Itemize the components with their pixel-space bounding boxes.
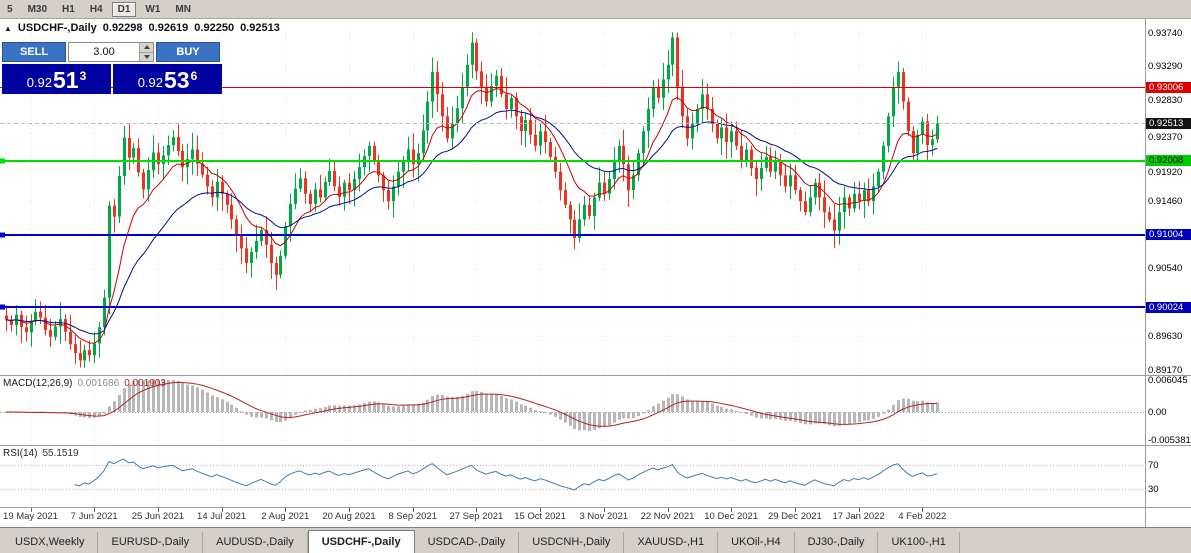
chart-tab-USDCHF-Daily[interactable]: USDCHF-,Daily [307,530,415,553]
macd-axis-label: 0.006045 [1148,374,1188,386]
volume-value[interactable]: 3.00 [93,46,115,58]
date-axis-label: 7 Jun 2021 [70,511,118,522]
macd-axis-label: -0.005381 [1148,434,1191,446]
date-axis-label: 15 Oct 2021 [514,511,566,522]
macd-signal-value: 0.001903 [124,378,166,389]
chart-tab-EURUSD-Daily[interactable]: EURUSD-,Daily [98,532,204,553]
chart-tab-AUDUSD-Daily[interactable]: AUDUSD-,Daily [203,532,308,553]
chart-tab-DJ30-Daily[interactable]: DJ30-,Daily [795,532,879,553]
macd-name: MACD(12,26,9) [3,378,73,389]
buy-price[interactable]: 0.92 53 6 [113,64,222,94]
chart-tab-XAUUSD-H1[interactable]: XAUUSD-,H1 [624,532,719,553]
price-level-badge: 0.93006 [1146,81,1191,93]
price-axis-label: 0.89630 [1148,330,1183,342]
date-axis-label: 4 Feb 2022 [898,511,947,522]
date-axis-label: 2 Aug 2021 [261,511,310,522]
buy-price-big: 53 [164,67,190,93]
price-axis-label: 0.93290 [1148,60,1183,72]
period-button-MN[interactable]: MN [175,3,191,15]
rsi-value: 55.1519 [42,448,79,459]
date-axis-label: 25 Jun 2021 [131,511,185,522]
sell-price[interactable]: 0.92 51 3 [2,64,111,94]
buy-price-sup: 6 [190,69,198,83]
sell-price-prefix: 0.92 [26,75,53,90]
date-axis-label: 3 Nov 2021 [579,511,629,522]
rsi-axis-label: 70 [1148,459,1159,471]
ohlc-open: 0.92298 [102,22,143,34]
price-axis-label: 0.91920 [1148,166,1183,178]
ohlc-close: 0.92513 [240,22,280,34]
date-axis-label: 20 Aug 2021 [322,511,376,522]
ohlc-low: 0.92250 [194,22,235,34]
date-axis-label: 14 Jul 2021 [197,511,247,522]
buy-button[interactable]: BUY [156,42,220,62]
macd-main-value: 0.001686 [77,378,120,389]
period-toolbar: 5 M30 H1 H4 D1 W1 MN [0,0,1191,19]
price-axis-label: 0.89170 [1148,364,1183,376]
date-axis-label: 8 Sep 2021 [388,511,437,522]
symbol-title: USDCHF-,Daily [17,22,97,34]
spin-up-icon[interactable] [140,43,153,53]
macd-indicator-label: MACD(12,26,9) 0.001686 0.001903 [3,378,166,389]
period-button-D1[interactable]: D1 [111,1,137,17]
date-axis-label: 22 Nov 2021 [640,511,695,522]
price-level-badge: 0.90024 [1146,301,1191,313]
chart-tab-UK100-H1[interactable]: UK100-,H1 [878,532,960,553]
rsi-indicator-label: RSI(14) 55.1519 [3,448,79,459]
chart-header: ▲ USDCHF-,Daily 0.92298 0.92619 0.92250 … [4,22,280,34]
period-button-H4[interactable]: H4 [89,3,103,15]
date-axis-label: 19 May 2021 [3,511,58,522]
date-axis-label: 27 Sep 2021 [449,511,504,522]
price-level-badge: 0.92513 [1146,117,1191,129]
chart-tab-UKOil-H4[interactable]: UKOil-,H4 [718,532,795,553]
chart-tab-USDCAD-Daily[interactable]: USDCAD-,Daily [415,532,520,553]
chart-tab-USDCNH-Daily[interactable]: USDCNH-,Daily [519,532,625,553]
price-axis-label: 0.93740 [1148,27,1183,39]
ohlc-high: 0.92619 [148,22,189,34]
date-axis-label: 10 Dec 2021 [704,511,759,522]
rsi-name: RSI(14) [3,448,38,459]
period-button-H1[interactable]: H1 [62,3,75,15]
period-button-5[interactable]: 5 [7,3,13,15]
price-axis-label: 0.92830 [1148,94,1183,106]
buy-price-prefix: 0.92 [137,75,164,90]
volume-spinner[interactable] [139,43,153,61]
price-axis-label: 0.91460 [1148,195,1183,207]
rsi-axis-label: 30 [1148,483,1159,495]
chart-tab-bar: USDX,Weekly EURUSD-,Daily AUDUSD-,Daily USD… [0,527,1191,553]
price-level-badge: 0.91004 [1146,229,1191,241]
macd-axis-label: 0.00 [1148,406,1167,418]
one-click-trading-toggle-icon[interactable]: ▲ [4,23,12,33]
volume-field[interactable]: 3.00 [68,42,154,62]
sell-price-sup: 3 [79,69,87,83]
price-axis-label: 0.92370 [1148,131,1183,143]
one-click-trading-panel: SELL 3.00 BUY 0.92 51 3 0.92 53 6 [2,42,222,94]
spin-down-icon[interactable] [140,52,153,61]
date-axis-label: 29 Dec 2021 [767,511,822,522]
period-button-M30[interactable]: M30 [27,3,48,15]
price-axis[interactable]: 0.93740 0.93290 0.93006 0.92830 0.92513 0.923… [1146,19,1191,527]
sell-price-big: 51 [53,67,79,93]
chart-tab-USDX-Weekly[interactable]: USDX,Weekly [2,532,99,553]
sell-button[interactable]: SELL [2,42,66,62]
date-axis-label: 17 Jan 2022 [832,511,885,522]
price-axis-label: 0.90540 [1148,263,1183,275]
period-button-W1[interactable]: W1 [145,3,161,15]
price-level-badge: 0.92008 [1146,155,1191,167]
